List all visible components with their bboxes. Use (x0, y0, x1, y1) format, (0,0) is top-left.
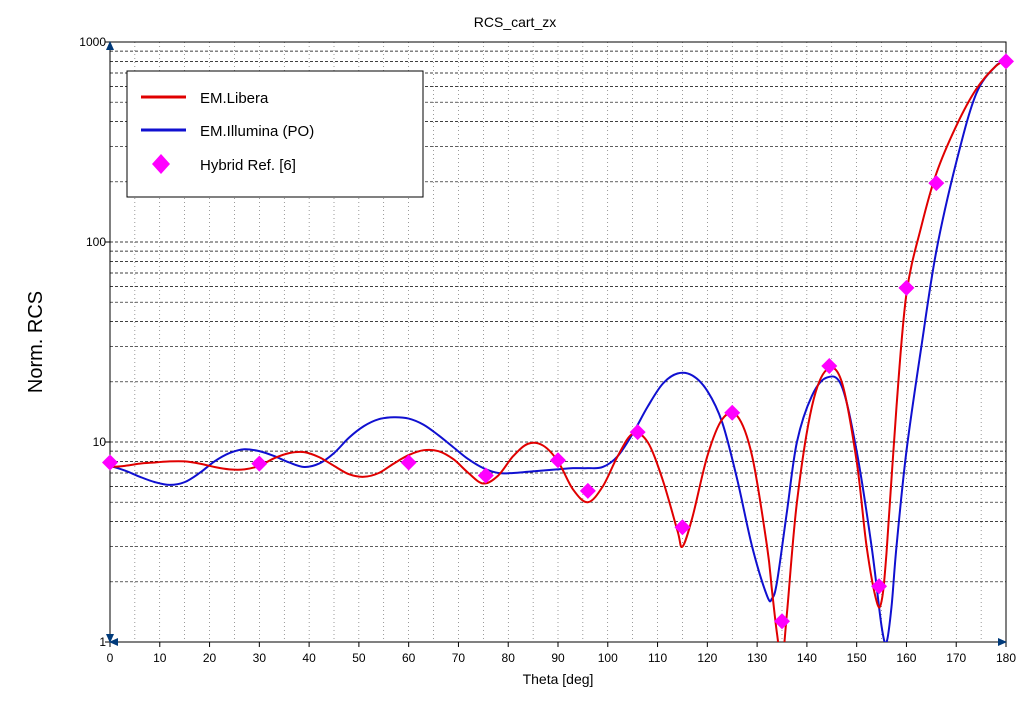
y-axis-bottom-arrow (106, 634, 114, 643)
series-line-em-illumina-po (110, 60, 1006, 642)
series-point-hybrid-ref-6 (550, 452, 566, 469)
series-point-hybrid-ref-6 (928, 175, 945, 192)
x-tick-label: 130 (747, 651, 767, 665)
series-point-hybrid-ref-6 (579, 482, 596, 499)
x-tick-label: 70 (452, 651, 466, 665)
x-tick-label: 110 (648, 651, 667, 665)
x-axis-left-arrow (109, 638, 118, 646)
x-tick-label: 90 (551, 651, 565, 665)
legend-label-hybrid-ref: Hybrid Ref. [6] (200, 157, 296, 174)
x-tick-label: 20 (203, 651, 217, 665)
series-point-hybrid-ref-6 (871, 578, 888, 595)
axis-ticks: 0 10 20 30 40 50 60 70 80 90 100 110 120 130 140 150 160… (79, 35, 1016, 665)
x-tick-label: 0 (107, 651, 114, 665)
series-layer (102, 53, 1014, 642)
x-tick-label: 40 (302, 651, 316, 665)
x-tick-label: 140 (797, 651, 817, 665)
axis-arrows (106, 41, 1007, 646)
x-tick-label: 150 (847, 651, 867, 665)
series-point-hybrid-ref-6 (774, 613, 790, 630)
legend-label-em-libera: EM.Libera (200, 90, 269, 107)
legend-box (126, 70, 424, 198)
x-tick-label: 60 (402, 651, 416, 665)
series-point-hybrid-ref-6 (998, 53, 1014, 70)
x-tick-label: 80 (502, 651, 516, 665)
series-point-hybrid-ref-6 (102, 454, 118, 471)
series-line-em-libera (110, 60, 1006, 642)
y-axis-label: Norm. RCS (25, 291, 47, 393)
x-axis-label: Theta [deg] (523, 671, 594, 687)
x-tick-label: 10 (153, 651, 167, 665)
x-tick-label: 160 (896, 651, 916, 665)
legend: EM.Libera EM.Illumina (PO) Hybrid Ref. [… (126, 70, 424, 198)
x-tick-label: 120 (697, 651, 717, 665)
x-axis-right-arrow (998, 638, 1007, 646)
series-point-hybrid-ref-6 (724, 404, 741, 421)
x-tick-label: 50 (352, 651, 366, 665)
x-tick-label: 100 (598, 651, 618, 665)
series-point-hybrid-ref-6 (674, 519, 691, 536)
x-tick-label: 30 (253, 651, 267, 665)
y-tick-label: 10 (93, 435, 107, 449)
series-point-hybrid-ref-6 (477, 467, 494, 484)
chart-title: RCS_cart_zx (474, 14, 556, 30)
legend-label-em-illumina: EM.Illumina (PO) (200, 123, 314, 140)
series-point-hybrid-ref-6 (898, 279, 915, 296)
x-tick-label: 180 (996, 651, 1016, 665)
x-tick-label: 170 (946, 651, 966, 665)
series-point-hybrid-ref-6 (629, 424, 646, 441)
y-tick-label: 1 (99, 635, 106, 649)
series-point-hybrid-ref-6 (400, 454, 417, 471)
series-point-hybrid-ref-6 (251, 455, 268, 472)
legend-marker-hybrid-ref (152, 154, 170, 174)
y-tick-label: 100 (86, 235, 106, 249)
y-axis-top-arrow (106, 41, 114, 50)
series-point-hybrid-ref-6 (821, 357, 838, 374)
y-tick-label: 1000 (79, 35, 106, 49)
